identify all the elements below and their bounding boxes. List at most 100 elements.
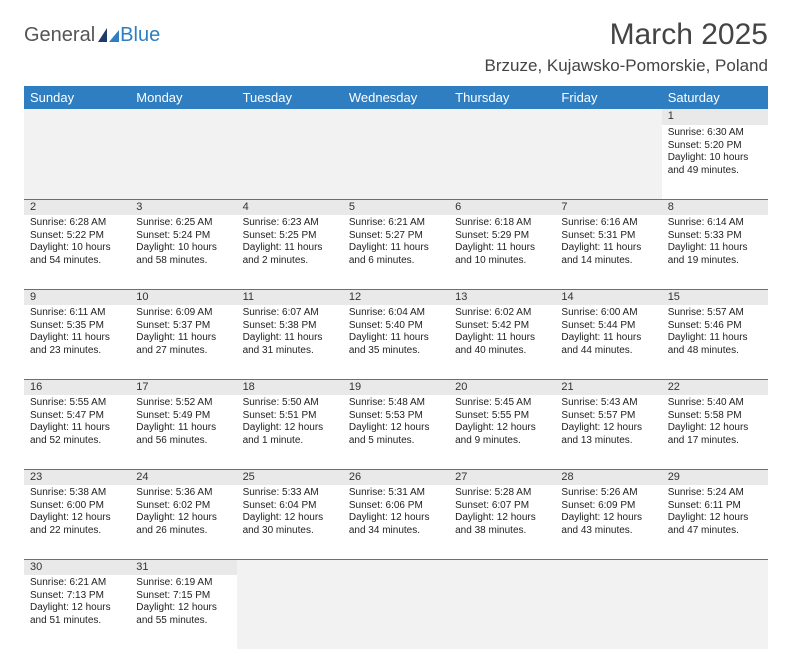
day-cell <box>343 125 449 199</box>
day-info-line: Sunrise: 6:16 AM <box>561 217 655 230</box>
day-info-line: Daylight: 12 hours <box>136 602 230 615</box>
day-info-line: and 54 minutes. <box>30 255 124 268</box>
day-cell-content: Sunrise: 5:48 AMSunset: 5:53 PMDaylight:… <box>343 395 449 451</box>
day-info-line: and 1 minute. <box>243 435 337 448</box>
day-info-line: Sunrise: 5:48 AM <box>349 397 443 410</box>
day-info-line: and 52 minutes. <box>30 435 124 448</box>
day-info-line: Daylight: 12 hours <box>455 422 549 435</box>
day-number-cell: 9 <box>24 289 130 305</box>
day-cell-content: Sunrise: 5:43 AMSunset: 5:57 PMDaylight:… <box>555 395 661 451</box>
day-info-line: and 5 minutes. <box>349 435 443 448</box>
day-info-line: Sunset: 5:58 PM <box>668 410 762 423</box>
day-info-line: Daylight: 12 hours <box>349 422 443 435</box>
day-info-line: and 49 minutes. <box>668 165 762 178</box>
day-info-line: Sunset: 5:20 PM <box>668 140 762 153</box>
day-info-line: Sunrise: 5:38 AM <box>30 487 124 500</box>
title-block: March 2025 Brzuze, Kujawsko-Pomorskie, P… <box>485 18 768 76</box>
day-info-line: Sunset: 5:55 PM <box>455 410 549 423</box>
day-cell: Sunrise: 5:33 AMSunset: 6:04 PMDaylight:… <box>237 485 343 559</box>
day-cell-content: Sunrise: 5:45 AMSunset: 5:55 PMDaylight:… <box>449 395 555 451</box>
day-cell-content: Sunrise: 6:02 AMSunset: 5:42 PMDaylight:… <box>449 305 555 361</box>
day-cell-content: Sunrise: 5:40 AMSunset: 5:58 PMDaylight:… <box>662 395 768 451</box>
day-info-line: Daylight: 10 hours <box>668 152 762 165</box>
day-info-line: Daylight: 12 hours <box>668 512 762 525</box>
day-info-line: Sunset: 6:11 PM <box>668 500 762 513</box>
day-info-line: Sunset: 5:53 PM <box>349 410 443 423</box>
day-info-line: Sunrise: 5:36 AM <box>136 487 230 500</box>
day-info-line: Sunrise: 5:43 AM <box>561 397 655 410</box>
day-info-line: Daylight: 10 hours <box>136 242 230 255</box>
day-info-line: Sunrise: 6:19 AM <box>136 577 230 590</box>
day-info-line: Sunrise: 6:23 AM <box>243 217 337 230</box>
day-cell: Sunrise: 6:19 AMSunset: 7:15 PMDaylight:… <box>130 575 236 649</box>
day-cell <box>449 575 555 649</box>
day-cell: Sunrise: 5:57 AMSunset: 5:46 PMDaylight:… <box>662 305 768 379</box>
day-number-cell: 21 <box>555 379 661 395</box>
day-number-cell: 20 <box>449 379 555 395</box>
day-info-line: Daylight: 12 hours <box>455 512 549 525</box>
day-info-line: Sunrise: 5:45 AM <box>455 397 549 410</box>
day-cell: Sunrise: 5:43 AMSunset: 5:57 PMDaylight:… <box>555 395 661 469</box>
dow-sunday: Sunday <box>24 86 130 109</box>
day-info-line: Sunset: 5:42 PM <box>455 320 549 333</box>
day-cell-content: Sunrise: 6:04 AMSunset: 5:40 PMDaylight:… <box>343 305 449 361</box>
day-number-cell: 1 <box>662 109 768 125</box>
day-info-line: Daylight: 12 hours <box>243 512 337 525</box>
day-cell <box>237 575 343 649</box>
day-number-cell <box>24 109 130 125</box>
day-info-line: Sunset: 7:15 PM <box>136 590 230 603</box>
day-info-line: Sunrise: 5:31 AM <box>349 487 443 500</box>
day-info-line: Sunset: 5:33 PM <box>668 230 762 243</box>
day-cell: Sunrise: 5:31 AMSunset: 6:06 PMDaylight:… <box>343 485 449 559</box>
day-number-row: 2345678 <box>24 199 768 215</box>
day-info-line: and 55 minutes. <box>136 615 230 628</box>
day-cell-content: Sunrise: 6:07 AMSunset: 5:38 PMDaylight:… <box>237 305 343 361</box>
day-info-line: Daylight: 11 hours <box>455 332 549 345</box>
day-info-line: Sunset: 5:29 PM <box>455 230 549 243</box>
day-info-line: Sunrise: 6:28 AM <box>30 217 124 230</box>
calendar-table: Sunday Monday Tuesday Wednesday Thursday… <box>24 86 768 649</box>
day-cell <box>662 575 768 649</box>
day-info-line: Sunrise: 6:02 AM <box>455 307 549 320</box>
day-info-line: and 44 minutes. <box>561 345 655 358</box>
dow-wednesday: Wednesday <box>343 86 449 109</box>
day-info-line: Daylight: 12 hours <box>243 422 337 435</box>
day-info-line: Daylight: 11 hours <box>561 332 655 345</box>
day-info-line: and 48 minutes. <box>668 345 762 358</box>
day-info-line: Sunrise: 5:50 AM <box>243 397 337 410</box>
month-title: March 2025 <box>485 18 768 52</box>
day-info-line: and 58 minutes. <box>136 255 230 268</box>
day-info-line: Sunrise: 5:55 AM <box>30 397 124 410</box>
day-cell <box>24 125 130 199</box>
day-number-cell: 13 <box>449 289 555 305</box>
day-cell: Sunrise: 5:28 AMSunset: 6:07 PMDaylight:… <box>449 485 555 559</box>
day-info-line: and 17 minutes. <box>668 435 762 448</box>
day-number-cell: 31 <box>130 559 236 575</box>
day-info-line: Sunrise: 6:30 AM <box>668 127 762 140</box>
day-info-line: and 22 minutes. <box>30 525 124 538</box>
day-number-cell: 28 <box>555 469 661 485</box>
day-info-line: and 31 minutes. <box>243 345 337 358</box>
day-info-line: Daylight: 11 hours <box>349 332 443 345</box>
day-cell-content: Sunrise: 6:14 AMSunset: 5:33 PMDaylight:… <box>662 215 768 271</box>
day-cell-content: Sunrise: 5:28 AMSunset: 6:07 PMDaylight:… <box>449 485 555 541</box>
day-info-line: and 13 minutes. <box>561 435 655 448</box>
day-cell: Sunrise: 6:14 AMSunset: 5:33 PMDaylight:… <box>662 215 768 289</box>
day-cell: Sunrise: 6:07 AMSunset: 5:38 PMDaylight:… <box>237 305 343 379</box>
day-cell-content: Sunrise: 6:11 AMSunset: 5:35 PMDaylight:… <box>24 305 130 361</box>
day-cell-content: Sunrise: 5:31 AMSunset: 6:06 PMDaylight:… <box>343 485 449 541</box>
day-info-line: Daylight: 12 hours <box>561 422 655 435</box>
day-cell: Sunrise: 5:45 AMSunset: 5:55 PMDaylight:… <box>449 395 555 469</box>
day-info-line: Daylight: 12 hours <box>668 422 762 435</box>
day-number-cell: 11 <box>237 289 343 305</box>
day-info-line: and 56 minutes. <box>136 435 230 448</box>
day-number-cell: 18 <box>237 379 343 395</box>
day-info-line: Sunset: 5:27 PM <box>349 230 443 243</box>
day-info-line: Sunrise: 5:57 AM <box>668 307 762 320</box>
day-info-line: Daylight: 11 hours <box>136 332 230 345</box>
day-number-cell: 4 <box>237 199 343 215</box>
day-number-cell: 12 <box>343 289 449 305</box>
day-info-line: Sunset: 5:25 PM <box>243 230 337 243</box>
day-content-row: Sunrise: 5:55 AMSunset: 5:47 PMDaylight:… <box>24 395 768 469</box>
logo-text-blue: Blue <box>120 24 160 47</box>
